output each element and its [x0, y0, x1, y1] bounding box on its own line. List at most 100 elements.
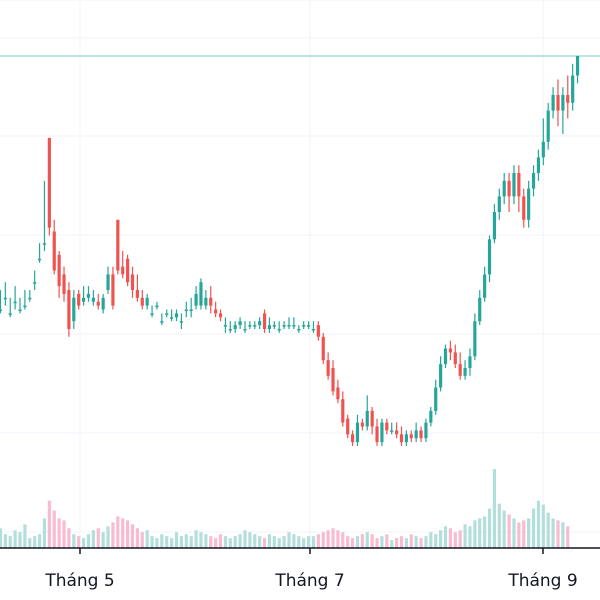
candle: [424, 418, 428, 443]
candle: [165, 309, 169, 318]
candle-body: [522, 196, 526, 220]
candle: [478, 290, 482, 326]
volume-bar: [395, 538, 399, 548]
candle: [492, 204, 497, 244]
volume-bar: [218, 534, 223, 548]
candle-body: [91, 297, 95, 302]
candle-body: [258, 321, 262, 326]
candle: [111, 266, 115, 310]
candle: [96, 293, 100, 310]
volume-bar: [253, 534, 257, 548]
volume-bar: [258, 536, 262, 548]
volume-bar: [174, 532, 179, 548]
candle-body: [458, 364, 462, 376]
candle-body: [121, 266, 125, 275]
candle-body: [487, 239, 492, 275]
candle-body: [272, 325, 276, 327]
volume-bar: [3, 534, 7, 548]
candle: [331, 360, 335, 396]
candle: [487, 235, 492, 283]
candle-body: [404, 434, 408, 443]
candle: [360, 418, 364, 431]
candle: [502, 173, 506, 205]
candle: [316, 321, 320, 341]
volume-bar: [91, 530, 95, 548]
price-series: [0, 56, 580, 446]
candle: [311, 321, 316, 333]
candle: [277, 321, 281, 333]
volume-bar: [336, 530, 340, 548]
volume-bar: [531, 508, 536, 548]
candle: [350, 430, 355, 446]
volume-bar: [409, 534, 413, 548]
volume-bar: [492, 469, 497, 548]
candle-body: [536, 157, 541, 173]
x-tick-label: Tháng 9: [507, 571, 577, 591]
candle: [306, 321, 311, 329]
candle-body: [62, 274, 66, 294]
candle-body: [13, 301, 17, 304]
volume-bar: [527, 518, 531, 548]
volume-bar: [135, 528, 139, 548]
candle-body: [492, 212, 497, 240]
candle-body: [199, 282, 203, 306]
candle-body: [439, 364, 443, 388]
candle: [575, 56, 580, 84]
candle: [13, 286, 17, 310]
candle: [62, 266, 66, 302]
candle-body: [390, 430, 394, 432]
candle-body: [380, 422, 384, 443]
volume-bar: [424, 536, 428, 548]
candle-body: [179, 321, 183, 323]
candle: [52, 219, 56, 275]
candle: [267, 317, 272, 333]
candle: [483, 266, 487, 302]
candle: [116, 219, 120, 275]
volume-bar: [566, 526, 570, 548]
candle-body: [160, 321, 164, 323]
volume-bar: [86, 534, 91, 548]
volume-bar: [282, 536, 286, 548]
volume-bar: [106, 526, 110, 548]
volume-bar: [385, 534, 389, 548]
volume-bar: [62, 520, 66, 548]
volume-bar: [267, 534, 272, 548]
volume-bar: [434, 534, 438, 548]
candle: [33, 270, 37, 290]
candle-body: [360, 422, 364, 427]
candle-body: [47, 137, 51, 228]
volume-bar: [448, 528, 452, 548]
candle-body: [395, 430, 399, 435]
candle-body: [204, 297, 208, 306]
candle-body: [267, 325, 272, 329]
volume-bar: [556, 520, 560, 548]
volume-bar: [194, 530, 198, 548]
volume-bar: [399, 536, 404, 548]
volume-bar: [458, 530, 462, 548]
candle: [0, 290, 3, 314]
candle: [174, 309, 179, 322]
candle-body: [346, 418, 350, 435]
candle-body: [28, 297, 32, 300]
volume-bar: [13, 530, 17, 548]
volume-bar: [145, 530, 149, 548]
volume-bar: [404, 538, 408, 548]
candle-body: [316, 325, 320, 337]
volume-bar: [390, 540, 394, 548]
candle-body: [409, 434, 413, 439]
candle-body: [223, 325, 228, 327]
candle: [228, 321, 232, 333]
candle: [522, 188, 526, 228]
volume-bar: [546, 512, 550, 548]
candle: [458, 352, 462, 380]
volume-bar: [478, 518, 482, 548]
candle-body: [111, 274, 115, 306]
candle: [121, 251, 125, 279]
candle-body: [228, 329, 232, 331]
volume-bar: [536, 500, 541, 548]
candle: [385, 418, 389, 435]
volume-bar: [331, 528, 335, 548]
volume-bar: [77, 536, 81, 548]
candle: [194, 286, 198, 310]
